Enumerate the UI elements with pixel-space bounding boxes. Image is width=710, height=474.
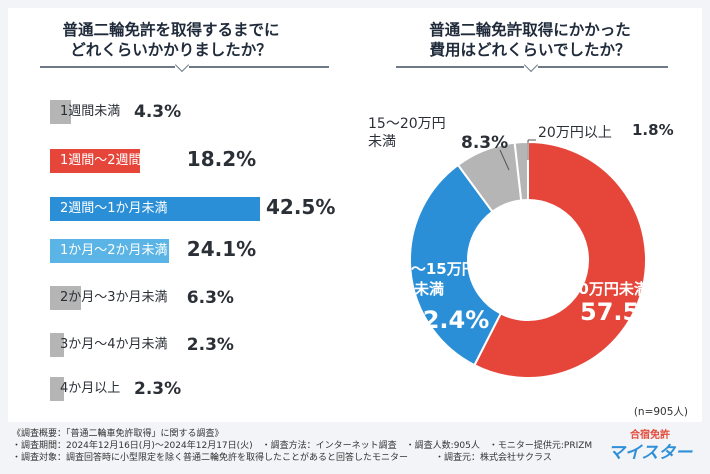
right-title-rule-left (396, 66, 524, 68)
slice-label-100k-150k-line2: 未満 (414, 280, 445, 298)
slice-label-150k-200k-line2: 未満 (368, 134, 396, 150)
left-title-rule-right (189, 66, 329, 68)
footnote-line-3: ・調査対象：調査回答時に小型限定を除く普通二輪免許を取得したことがあると回答した… (12, 453, 552, 463)
bar-row: 4か月以上 2.3% (50, 377, 350, 401)
slice-label-over-200k: 20万円以上 (538, 125, 612, 141)
bar-value-label: 2.3% (134, 379, 182, 399)
slice-value-over-200k: 1.8% (632, 121, 674, 139)
bar-value-label: 42.5% (266, 195, 336, 219)
bar-value-label: 4.3% (134, 102, 182, 122)
donut-slice (473, 140, 647, 379)
bar-value-label: 2.3% (186, 335, 234, 355)
bar (50, 239, 170, 263)
slice-label-100k-150k-line1: 10〜15万円 (390, 260, 477, 278)
survey-footnotes: 《調査概要：「普通二輪車免許取得」に関する調査》 ・調査期間：2024年12月1… (12, 428, 592, 464)
bar-category-label: 1週間未満 (60, 104, 121, 119)
bar (50, 286, 82, 310)
sample-size-label: (n=905人) (633, 406, 688, 418)
bar-value-label: 6.3% (186, 288, 234, 308)
left-title-rule-left (40, 66, 175, 68)
right-title-line-1: 普通二輪免許取得にかかった (429, 21, 631, 39)
bar-category-label: 3か月〜4か月未満 (60, 337, 168, 352)
slice-value-under-100k: 57.5% (580, 298, 664, 326)
bar-category-label: 1か月〜2か月未満 (60, 243, 168, 258)
bar-category-label: 2か月〜3か月未満 (60, 290, 168, 305)
cost-donut-chart (409, 140, 647, 379)
right-title-line-2: 費用はどれくらいでしたか？ (429, 41, 631, 59)
bar-value-label: 24.1% (186, 237, 257, 261)
bar-category-label: 2週間〜1か月未満 (60, 201, 168, 216)
bar (50, 100, 72, 124)
bar (50, 149, 140, 173)
left-title-line-1: 普通二輪免許を取得するまでに (62, 21, 280, 39)
logo-main-text: マイスター (607, 443, 693, 463)
bar-value-label: 18.2% (186, 147, 257, 171)
bar-row: 3か月〜4か月未満 2.3% (50, 333, 350, 357)
donut-slice (513, 140, 529, 202)
bar-row: 2か月〜3か月未満 6.3% (50, 286, 350, 310)
bar-row: 1週間未満 4.3% (50, 100, 350, 124)
right-title-rule-right (538, 66, 668, 68)
slice-value-150k-200k: 8.3% (461, 133, 509, 153)
slice-label-150k-200k-line1: 15〜20万円 (368, 116, 446, 132)
bar-row: 1か月〜2か月未満 24.1% (50, 237, 350, 263)
right-question-title: 普通二輪免許取得にかかった 費用はどれくらいでしたか？ (380, 20, 680, 60)
logo-top-text: 合宿免許 (630, 430, 670, 441)
slice-value-100k-150k: 32.4% (406, 306, 490, 334)
left-question-title: 普通二輪免許を取得するまでに どれくらいかかりましたか？ (12, 20, 330, 60)
slice-label-under-100k: 10万円未満 (568, 280, 649, 298)
bar-row: 2週間〜1か月未満 42.5% (50, 195, 350, 221)
bar-category-label: 1週間〜2週間未満 (60, 153, 168, 168)
donut-slice (409, 163, 503, 367)
bar (50, 197, 260, 221)
bar-category-label: 4か月以上 (60, 381, 121, 396)
footnote-line-2: ・調査期間：2024年12月16日(月)〜2024年12月17日(火) ・調査方… (12, 441, 592, 451)
bar (50, 333, 64, 357)
bar-row: 1週間〜2週間未満 18.2% (50, 147, 350, 173)
brand-logo: 合宿免許 マイスター (604, 430, 696, 470)
bar (50, 377, 64, 401)
left-title-line-2: どれくらいかかりましたか？ (70, 41, 272, 59)
leader-line-150k-200k (499, 149, 510, 171)
footnote-line-1: 《調査概要：「普通二輪車免許取得」に関する調査》 (12, 429, 224, 439)
